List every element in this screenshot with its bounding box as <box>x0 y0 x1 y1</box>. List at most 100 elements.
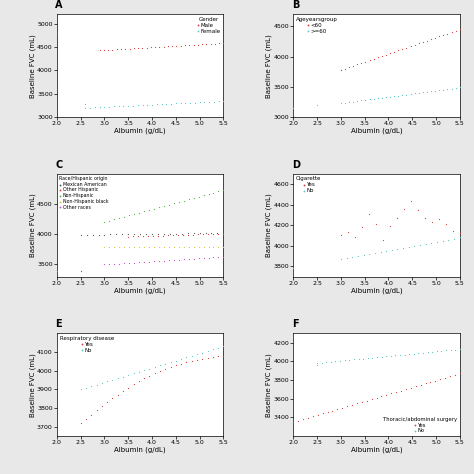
>=60 <box>415 89 422 97</box>
Yes <box>199 355 206 363</box>
<60 <box>374 54 382 61</box>
Other races <box>106 260 113 268</box>
Male <box>113 46 120 53</box>
Non-Hispanic black <box>195 243 202 251</box>
>=60 <box>357 97 365 104</box>
X-axis label: Albumin (g/dL): Albumin (g/dL) <box>351 128 402 134</box>
Yes <box>365 211 373 219</box>
Male <box>126 45 133 52</box>
Mexican American <box>178 230 185 237</box>
X-axis label: Albumin (g/dL): Albumin (g/dL) <box>114 447 166 453</box>
No <box>400 244 407 252</box>
Yes <box>451 371 459 379</box>
Legend: Yes, No: Yes, No <box>59 335 115 354</box>
No <box>332 357 339 365</box>
Yes <box>188 357 195 365</box>
Yes <box>214 353 222 360</box>
No <box>343 254 350 262</box>
<60 <box>423 37 431 45</box>
Non-Hispanic black <box>106 243 113 251</box>
No <box>341 356 348 364</box>
>=60 <box>386 93 394 100</box>
Yes <box>421 214 428 222</box>
Yes <box>319 410 327 417</box>
Yes <box>344 228 352 236</box>
Non-Hispanic black <box>100 243 108 251</box>
Female <box>86 104 94 111</box>
Yes <box>363 397 371 404</box>
Other Hispanic <box>164 232 172 239</box>
Yes <box>151 369 158 377</box>
Point <box>53 29 61 36</box>
No <box>336 357 344 365</box>
Point <box>53 346 61 354</box>
Yes <box>383 391 390 399</box>
Other Hispanic <box>135 233 142 240</box>
Other races <box>165 256 173 264</box>
Mexican American <box>107 231 114 238</box>
No <box>167 358 174 366</box>
Yes <box>130 381 137 388</box>
Legend: Mexican American, Other Hispanic, Non-Hispanic, Non-Hispanic black, Other races: Mexican American, Other Hispanic, Non-Hi… <box>58 175 109 210</box>
No <box>456 345 464 353</box>
Female <box>177 100 184 107</box>
Female <box>186 99 194 107</box>
Y-axis label: Baseline FVC (mL): Baseline FVC (mL) <box>29 353 36 417</box>
Other Hispanic <box>145 232 152 240</box>
Yes <box>146 372 153 379</box>
Mexican American <box>219 229 227 237</box>
Yes <box>219 352 227 359</box>
Other Hispanic <box>219 230 227 237</box>
Yes <box>441 374 449 382</box>
Other Hispanic <box>139 232 147 240</box>
Non-Hispanic <box>145 206 153 214</box>
Yes <box>358 224 365 231</box>
Male <box>173 42 180 50</box>
Female <box>191 99 199 106</box>
Male <box>168 42 176 50</box>
Y-axis label: Baseline FVC (mL): Baseline FVC (mL) <box>265 193 272 257</box>
Non-Hispanic <box>180 197 188 204</box>
No <box>442 346 450 354</box>
>=60 <box>444 85 451 93</box>
Yes <box>428 219 436 226</box>
<60 <box>391 48 398 55</box>
No <box>114 374 121 382</box>
Yes <box>193 356 201 364</box>
Yes <box>422 380 429 387</box>
Mexican American <box>130 230 138 238</box>
<60 <box>436 33 443 40</box>
Point <box>290 104 297 112</box>
Male <box>138 44 146 52</box>
Point <box>53 267 61 274</box>
<60 <box>444 30 451 37</box>
Other Hispanic <box>190 231 197 238</box>
>=60 <box>427 88 435 95</box>
No <box>199 349 206 356</box>
Yes <box>140 374 148 382</box>
Yes <box>358 398 365 406</box>
Other races <box>116 260 123 267</box>
No <box>416 241 424 248</box>
<60 <box>403 44 410 51</box>
>=60 <box>456 84 464 91</box>
Yes <box>343 402 351 410</box>
No <box>377 248 384 255</box>
Mexican American <box>137 230 144 238</box>
Yes <box>82 415 90 422</box>
Non-Hispanic black <box>136 243 143 251</box>
Other races <box>130 259 138 266</box>
Other races <box>145 258 153 265</box>
Yes <box>304 414 312 421</box>
Female <box>91 103 99 111</box>
No <box>405 350 413 358</box>
<60 <box>370 55 377 63</box>
Point <box>77 267 84 274</box>
Yes <box>337 232 345 239</box>
Mexican American <box>112 230 120 238</box>
Female <box>210 98 218 105</box>
Other races <box>140 258 148 265</box>
Other races <box>180 255 188 263</box>
Yes <box>412 383 419 390</box>
Female <box>105 103 113 110</box>
